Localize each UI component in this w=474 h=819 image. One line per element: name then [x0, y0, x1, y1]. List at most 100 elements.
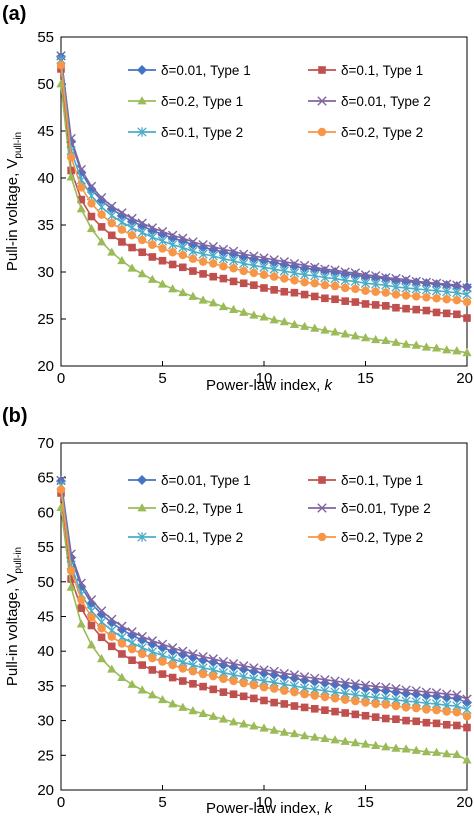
data-point: [370, 681, 381, 692]
data-point: [218, 714, 228, 723]
data-point: [422, 718, 431, 727]
legend-swatch-marker: [137, 127, 147, 137]
data-point: [360, 333, 371, 342]
data-point: [371, 301, 380, 309]
data-point: [167, 230, 178, 241]
data-point: [442, 707, 451, 716]
data-point: [178, 664, 187, 673]
data-point: [208, 654, 218, 664]
data-point: [87, 612, 96, 622]
data-point: [106, 204, 117, 215]
data-point: [97, 210, 106, 219]
data-point: [340, 329, 350, 338]
data-point: [138, 661, 146, 669]
data-point: [391, 337, 401, 346]
data-point: [260, 284, 268, 292]
data-point: [188, 246, 198, 257]
legend-entry: δ=0.2, Type 2: [308, 530, 423, 545]
y-tick-label: 50: [37, 574, 54, 591]
data-point: [209, 671, 218, 681]
data-point: [270, 286, 278, 294]
data-point: [280, 700, 289, 708]
data-point: [167, 643, 178, 653]
data-point: [97, 654, 107, 663]
data-point: [391, 701, 401, 711]
data-point: [107, 201, 117, 211]
legend-entry: δ=0.2, Type 2: [308, 125, 423, 140]
data-point: [97, 223, 106, 231]
data-point: [158, 657, 167, 666]
data-point: [371, 713, 380, 721]
data-point: [168, 284, 178, 293]
data-point: [198, 295, 208, 304]
y-axis-title-subscript: pull-in: [13, 132, 24, 159]
data-point: [259, 312, 269, 321]
data-point: [320, 272, 330, 283]
data-point: [147, 223, 158, 233]
data-point: [421, 747, 431, 756]
data-point: [269, 666, 279, 677]
data-point: [198, 652, 208, 662]
data-point: [137, 269, 147, 278]
chart-panel-a: (a) 20 25 30 35 40 45 50 55 0 5 10 15 20 Power-law ind…: [2, 3, 473, 394]
data-point: [422, 293, 431, 302]
data-point: [117, 672, 127, 681]
legend-label: δ=0.01, Type 1: [161, 473, 251, 488]
data-point: [228, 658, 239, 669]
data-point: [86, 595, 97, 605]
data-point: [239, 678, 248, 688]
data-point: [279, 266, 289, 276]
data-point: [401, 744, 411, 753]
data-point: [86, 640, 97, 649]
data-point: [431, 286, 442, 296]
data-point: [209, 259, 218, 268]
data-point: [127, 223, 137, 233]
data-point: [178, 287, 188, 297]
data-point: [350, 679, 361, 689]
y-tick-label: 20: [37, 782, 54, 799]
data-point: [421, 277, 432, 288]
data-point: [269, 264, 279, 274]
y-tick-label: 60: [37, 504, 54, 521]
data-point: [360, 270, 371, 280]
data-point: [330, 676, 340, 686]
data-point: [107, 231, 116, 240]
data-point: [117, 208, 127, 218]
data-point: [463, 314, 471, 322]
data-point: [310, 292, 319, 301]
data-point: [157, 226, 168, 237]
y-tick-label: 40: [37, 643, 54, 660]
data-point: [330, 327, 340, 336]
data-point: [320, 692, 330, 702]
data-point: [310, 279, 319, 288]
data-point: [279, 727, 289, 736]
data-point: [442, 287, 452, 297]
data-point: [280, 287, 289, 296]
data-point: [96, 609, 107, 620]
data-point: [351, 696, 360, 706]
data-point: [218, 656, 229, 667]
data-point: [77, 195, 86, 204]
data-point: [167, 240, 178, 250]
data-point: [116, 210, 127, 221]
data-point: [259, 253, 269, 263]
data-point: [229, 690, 238, 699]
data-point: [321, 294, 329, 303]
x-axis-title-text: Power-law index,: [206, 377, 324, 394]
y-tick-label: 30: [37, 713, 54, 730]
panel-label: (a): [2, 3, 26, 25]
legend-entry: δ=0.01, Type 1: [128, 63, 251, 78]
data-point: [179, 263, 187, 272]
data-point: [199, 682, 207, 691]
data-point: [330, 281, 340, 291]
data-point: [168, 660, 177, 670]
data-point: [401, 283, 411, 293]
data-point: [422, 306, 431, 315]
data-point: [157, 639, 168, 649]
data-point: [442, 749, 452, 758]
data-point: [381, 288, 390, 297]
data-point: [188, 667, 198, 676]
data-point: [249, 721, 259, 730]
data-point: [218, 254, 229, 264]
